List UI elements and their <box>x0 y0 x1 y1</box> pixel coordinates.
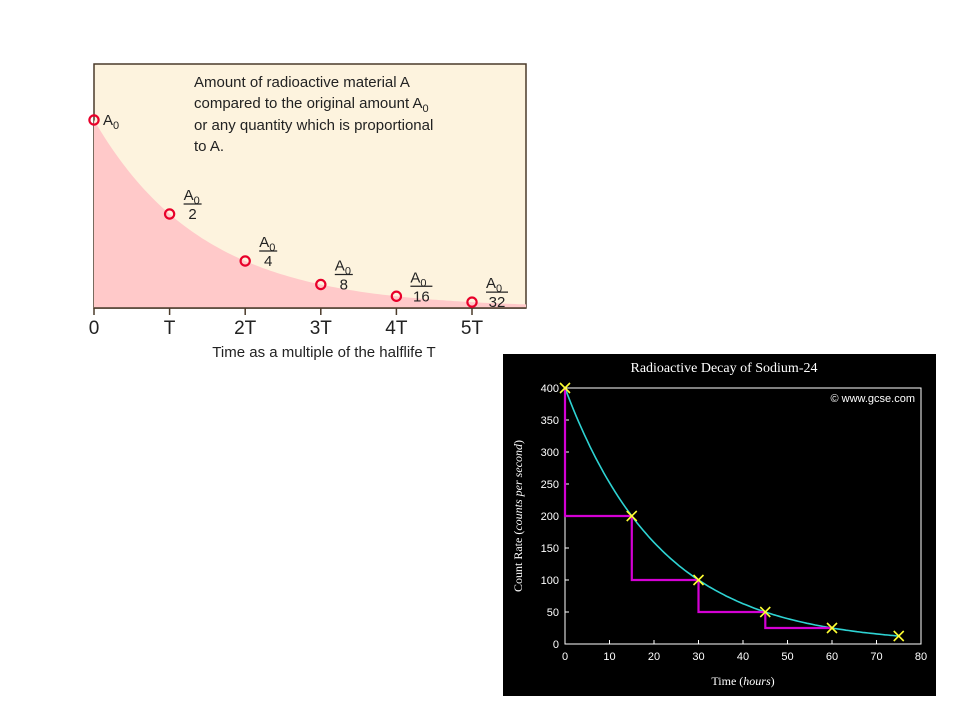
point-label-denominator: 4 <box>264 253 272 270</box>
x-axis-title: Time (hours) <box>711 674 774 688</box>
data-point-marker <box>466 296 478 308</box>
data-point-marker <box>315 278 327 291</box>
y-tick-label: 200 <box>541 511 559 523</box>
point-label-denominator: 32 <box>489 294 506 311</box>
decay-area <box>94 120 526 308</box>
x-tick-label: 2T <box>234 318 257 339</box>
point-label-denominator: 16 <box>413 288 430 305</box>
y-tick-label: 400 <box>541 383 559 395</box>
y-tick-label: 350 <box>541 415 559 427</box>
decay-curve <box>564 387 899 637</box>
y-tick-label: 250 <box>541 479 559 491</box>
x-tick-label: 40 <box>737 651 749 663</box>
data-point-marker <box>163 208 176 220</box>
data-point-marker <box>88 114 100 126</box>
data-point-marker <box>826 622 838 634</box>
copyright-note: © www.gcse.com <box>830 393 915 405</box>
data-point-marker <box>239 255 251 267</box>
x-tick-label: 0 <box>89 318 100 339</box>
y-tick-label: 0 <box>553 639 559 651</box>
x-tick-label: 60 <box>826 651 838 663</box>
x-tick-label: 70 <box>870 651 882 663</box>
data-point-marker <box>759 606 771 618</box>
point-label-denominator: 2 <box>188 206 196 223</box>
x-tick-label: 20 <box>648 651 660 663</box>
x-tick-label: 50 <box>781 651 793 663</box>
data-point-marker <box>390 290 403 302</box>
chart-title: Radioactive Decay of Sodium-24 <box>630 361 817 376</box>
point-label-denominator: 8 <box>340 277 348 294</box>
plot-background <box>503 354 936 696</box>
halflife-chart: Amount of radioactive material A compare… <box>88 63 527 361</box>
annotation-line-2: compared to the original amount A0 <box>194 95 429 115</box>
y-axis-title: Count Rate (counts per second) <box>511 440 525 592</box>
x-tick-label: 3T <box>310 318 333 339</box>
y-tick-label: 300 <box>541 447 559 459</box>
data-point-marker <box>626 510 638 522</box>
x-tick-label: 0 <box>562 651 568 663</box>
data-point-marker <box>559 382 571 394</box>
x-tick-label: 5T <box>461 318 484 339</box>
x-tick-label: 30 <box>692 651 704 663</box>
x-tick-label: 10 <box>603 651 615 663</box>
x-tick-label: T <box>164 318 176 339</box>
x-tick-label: 80 <box>915 651 927 663</box>
annotation-line-1: Amount of radioactive material A <box>194 74 410 91</box>
annotation-line-4: to A. <box>194 138 224 155</box>
data-point-marker <box>692 574 705 586</box>
annotation-line-3: or any quantity which is proportional <box>194 117 433 134</box>
x-tick-label: 4T <box>385 318 408 339</box>
sodium-decay-chart: Radioactive Decay of Sodium-24 © www.gcs… <box>503 354 936 696</box>
y-tick-label: 50 <box>547 607 559 619</box>
y-tick-label: 100 <box>541 575 559 587</box>
chart-annotation: Amount of radioactive material A compare… <box>194 74 433 155</box>
x-axis-title: Time as a multiple of the halflife T <box>212 344 435 361</box>
data-point-marker <box>893 630 905 642</box>
y-tick-label: 150 <box>541 543 559 555</box>
